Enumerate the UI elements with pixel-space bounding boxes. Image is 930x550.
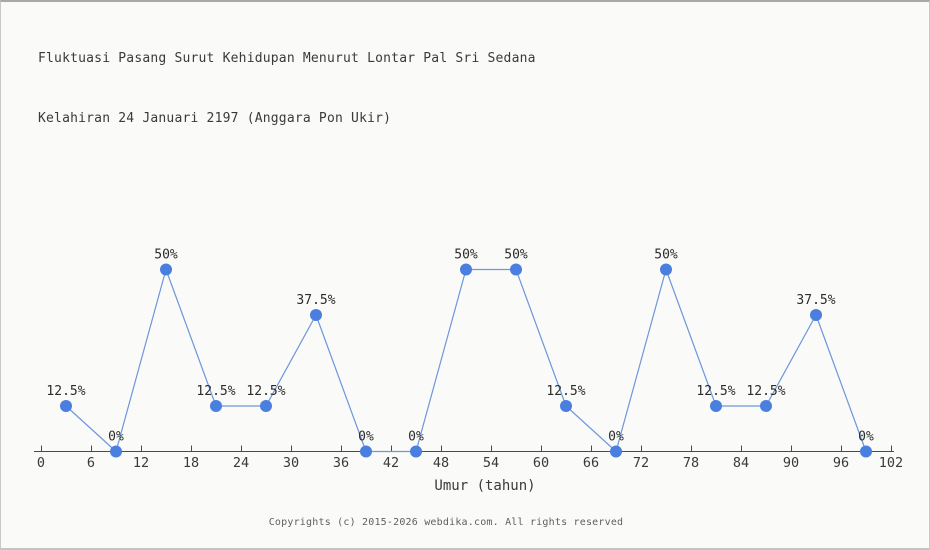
x-axis-tick-label: 72 [633, 455, 649, 471]
footer-copyright: Copyrights (c) 2015-2026 webdika.com. Al… [268, 517, 624, 528]
data-point-marker [60, 400, 72, 412]
data-point-marker [360, 445, 372, 458]
data-point-label: 12.5% [246, 384, 285, 399]
chart-title-line2: Kelahiran 24 Januari 2197 (Anggara Pon U… [38, 111, 392, 126]
x-axis-tick-label: 36 [333, 455, 349, 471]
data-point-marker [210, 400, 222, 412]
data-point-label: 12.5% [546, 384, 585, 399]
chart-title: Fluktuasi Pasang Surut Kehidupan Menurut… [38, 9, 536, 169]
data-point-marker [110, 445, 122, 458]
data-point-label: 0% [608, 430, 624, 445]
x-axis-tick-label: 6 [87, 455, 95, 471]
data-point-label: 12.5% [696, 384, 735, 399]
x-axis-tick-label: 90 [783, 455, 799, 471]
data-point-label: 0% [408, 430, 424, 445]
data-point-label: 37.5% [296, 293, 335, 308]
data-point-marker [510, 263, 522, 276]
data-point-label: 12.5% [196, 384, 235, 399]
data-point-marker [310, 309, 322, 321]
x-axis-title: Umur (tahun) [434, 478, 536, 494]
data-point-label: 37.5% [796, 293, 835, 308]
x-axis-tick-label: 54 [483, 455, 499, 471]
x-axis-tick-label: 18 [183, 455, 199, 471]
data-point-label: 50% [454, 248, 478, 263]
data-point-label: 50% [654, 248, 678, 263]
x-axis-tick-label: 12 [133, 455, 149, 471]
x-axis-tick-label: 60 [533, 455, 549, 471]
data-point-marker [860, 445, 872, 458]
x-axis-tick-label: 42 [383, 455, 399, 471]
data-point-label: 50% [154, 248, 178, 263]
data-point-marker [710, 400, 722, 412]
x-axis-tick-label: 24 [233, 455, 249, 471]
x-axis-tick-label: 78 [683, 455, 699, 471]
x-axis-tick-label: 84 [733, 455, 749, 471]
x-axis-tick-label: 48 [433, 455, 449, 471]
x-axis-tick-label: 96 [833, 455, 849, 471]
x-axis-tick-label: 30 [283, 455, 299, 471]
data-point-label: 0% [858, 430, 874, 445]
data-point-marker [610, 445, 622, 458]
data-point-label: 12.5% [46, 384, 85, 399]
x-axis-tick-label: 66 [583, 455, 599, 471]
data-point-marker [660, 263, 672, 276]
data-point-marker [460, 263, 472, 276]
x-axis-tick-label: 102 [879, 455, 903, 471]
data-point-label: 50% [504, 248, 528, 263]
data-point-marker [560, 400, 572, 412]
data-point-label: 0% [108, 430, 124, 445]
data-point-marker [410, 445, 422, 458]
data-point-marker [260, 400, 272, 412]
x-axis-tick-label: 0 [37, 455, 45, 471]
data-point-label: 12.5% [746, 384, 785, 399]
data-point-label: 0% [358, 430, 374, 445]
series-line [65, 267, 867, 453]
data-point-marker [160, 263, 172, 276]
chart-title-line1: Fluktuasi Pasang Surut Kehidupan Menurut… [38, 51, 536, 66]
data-point-marker [760, 400, 772, 412]
data-point-marker [810, 309, 822, 321]
